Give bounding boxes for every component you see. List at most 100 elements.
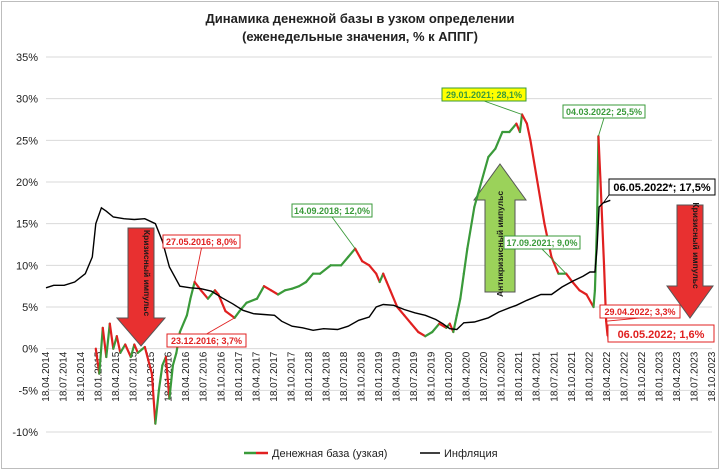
- callout-label: 04.03.2022; 25,5%: [566, 107, 642, 117]
- base-segment: [276, 289, 287, 296]
- base-segment: [224, 310, 236, 319]
- callout-leader: [483, 100, 523, 115]
- base-segment: [233, 310, 241, 319]
- base-segment: [136, 345, 146, 354]
- y-tick-label: 35%: [16, 52, 38, 64]
- base-segment: [597, 135, 602, 184]
- base-segment: [354, 247, 364, 263]
- base-segment: [466, 205, 476, 250]
- x-tick-label: 18.04.2018: [321, 351, 332, 401]
- callout-leader: [194, 247, 202, 283]
- base-segment: [150, 372, 157, 425]
- base-segment: [319, 264, 332, 275]
- x-tick-label: 18.07.2022: [619, 351, 630, 401]
- legend-label-inflation: Инфляция: [444, 448, 498, 460]
- x-tick-label: 18.04.2022: [602, 351, 613, 401]
- y-tick-label: 15%: [16, 219, 38, 231]
- base-segment: [108, 322, 115, 350]
- x-tick-label: 18.01.2020: [444, 351, 455, 401]
- base-segment: [164, 355, 171, 400]
- x-tick-label: 18.04.2021: [532, 351, 543, 401]
- base-segment: [462, 247, 469, 275]
- y-tick-label: 5%: [22, 302, 38, 314]
- x-tick-label: 18.01.2022: [584, 351, 595, 401]
- x-tick-label: 18.10.2016: [216, 351, 227, 401]
- base-segment: [529, 139, 539, 184]
- base-segment: [368, 264, 378, 275]
- base-segment: [178, 314, 189, 334]
- chart-title-line1: Динамика денежной базы в узком определен…: [205, 11, 515, 26]
- base-segment: [143, 345, 153, 375]
- base-segment: [347, 247, 357, 259]
- base-segment: [396, 305, 406, 317]
- chart-title-line2: (еженедельные значения, % к АППГ): [242, 29, 478, 44]
- base-segment: [605, 320, 609, 337]
- callout-label: 27.05.2016; 8,0%: [166, 237, 237, 247]
- x-tick-label: 18.10.2014: [76, 351, 87, 401]
- base-segment: [508, 122, 518, 134]
- impulse-arrows: Кризисный импульс Антикризисный импульс Кр…: [115, 163, 714, 347]
- base-segment: [105, 322, 111, 359]
- base-segment: [494, 130, 504, 150]
- y-axis-ticks: 35% 30% 25% 20% 15% 10% 5% 0% -5% -10%: [12, 52, 38, 439]
- x-tick-label: 18.07.2016: [199, 351, 210, 401]
- base-segment: [525, 122, 532, 142]
- x-tick-label: 18.01.2023: [654, 351, 665, 401]
- callout-leader: [597, 117, 605, 137]
- arrow-label: Кризисный импульс: [691, 202, 701, 289]
- callout-box: [599, 304, 681, 319]
- base-segment: [473, 180, 483, 209]
- x-tick-label: 18.10.2023: [707, 351, 718, 401]
- grid: [46, 56, 712, 433]
- base-segment: [385, 280, 392, 292]
- base-segment: [154, 389, 160, 425]
- base-segment: [431, 322, 441, 334]
- base-segment: [480, 155, 490, 184]
- legend: Денежная база (узкая) Инфляция: [244, 448, 498, 460]
- x-axis-ticks: 18.04.2014 18.07.2014 18.10.2014 18.01.2015…: [41, 351, 718, 401]
- impulse-arrow: [115, 227, 167, 347]
- callout-box: [441, 87, 527, 102]
- base-segment: [269, 289, 280, 296]
- x-tick-label: 18.01.2016: [164, 351, 175, 401]
- y-tick-label: 10%: [16, 260, 38, 272]
- x-tick-label: 18.10.2022: [637, 351, 648, 401]
- base-segment: [438, 322, 448, 329]
- x-tick-label: 18.04.2023: [672, 351, 683, 401]
- base-segment: [410, 322, 420, 334]
- base-segment: [119, 343, 127, 354]
- base-segment: [382, 272, 388, 284]
- base-segment: [238, 301, 248, 313]
- base-segment: [206, 289, 217, 300]
- base-segment: [189, 280, 196, 300]
- callout-box: [562, 104, 646, 119]
- callout-label: 14.09.2018; 12,0%: [294, 206, 370, 216]
- callout-box: [607, 324, 715, 343]
- base-segment: [417, 330, 427, 338]
- callout-label: 06.05.2022; 1,6%: [618, 329, 705, 341]
- base-segment: [585, 293, 595, 309]
- base-segment: [168, 364, 174, 400]
- callout-box: [166, 333, 247, 348]
- x-tick-label: 18.10.2017: [286, 351, 297, 401]
- x-tick-label: 18.07.2014: [59, 351, 70, 401]
- y-tick-label: -5%: [18, 385, 38, 397]
- base-segment: [592, 289, 597, 309]
- base-segment: [199, 289, 210, 300]
- impulse-arrow: [666, 204, 714, 319]
- base-segment: [361, 260, 371, 267]
- base-segment: [455, 297, 462, 317]
- chart-title: Динамика денежной базы в узком определен…: [0, 10, 720, 46]
- base-segment: [389, 289, 399, 309]
- x-tick-label: 18.01.2017: [234, 351, 245, 401]
- base-segment: [518, 113, 524, 134]
- base-segment: [565, 272, 574, 284]
- annotations: 27.05.2016; 8,0% 23.12.2016; 3,7% 14.09.20…: [162, 87, 716, 348]
- series-lines: [45, 113, 611, 425]
- base-segment: [171, 351, 178, 367]
- x-tick-label: 18.04.2016: [181, 351, 192, 401]
- y-tick-label: -10%: [12, 427, 38, 439]
- x-tick-label: 18.10.2021: [567, 351, 578, 401]
- base-segment: [304, 272, 315, 284]
- x-tick-label: 18.01.2021: [514, 351, 525, 401]
